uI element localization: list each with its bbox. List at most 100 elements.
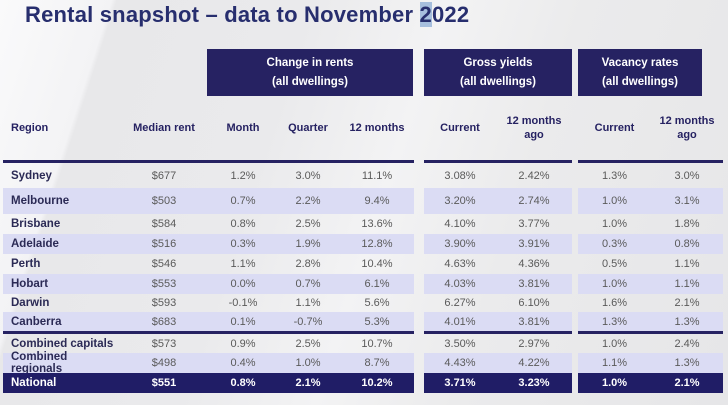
- cell-yield-12mo-ago: 4.36%: [518, 258, 550, 270]
- cell-month-change: 1.2%: [230, 169, 256, 182]
- cell-vacancy-12mo-ago: 2.1%: [651, 373, 723, 393]
- cell-month-change: 0.7%: [210, 188, 276, 214]
- cell-12-months-change: 8.7%: [340, 353, 414, 373]
- table-row: Canberra $683 0.1% -0.7% 5.3% 4.01% 3.81% 1.3% 1…: [3, 312, 723, 331]
- cell-region: Adelaide: [3, 234, 118, 254]
- table-row: Hobart $553 0.0% 0.7% 6.1% 4.03% 3.81% 1.0% 1.1%: [3, 274, 723, 294]
- cell-quarter-change: 1.1%: [295, 297, 321, 309]
- column-gutter: [414, 214, 424, 234]
- cell-region: Sydney: [11, 169, 52, 182]
- table-row: Sydney $677 1.2% 3.0% 11.1% 3.08% 2.42% 1.3% 3.0…: [3, 163, 723, 188]
- cell-quarter-change: 2.1%: [276, 373, 340, 393]
- column-header-month: Month: [210, 96, 276, 163]
- title-text-after: 022: [431, 2, 470, 27]
- column-header-vacancy-12mo-ago: 12 months ago: [651, 96, 723, 163]
- column-header-12-months: 12 months: [340, 96, 414, 163]
- group-header-label: Vacancy rates: [601, 56, 679, 69]
- cell-month-change: 0.3%: [210, 234, 276, 254]
- cell-region: Melbourne: [3, 188, 118, 214]
- cell-yield-current: 4.10%: [444, 218, 476, 230]
- group-header-sublabel: (all dwellings): [601, 75, 679, 88]
- cell-median-rent: $516: [118, 234, 210, 254]
- cell-yield-current: 3.20%: [424, 188, 496, 214]
- column-gutter: [414, 294, 424, 312]
- cell-quarter-change: 1.9%: [276, 234, 340, 254]
- cell-region: National: [3, 373, 118, 393]
- column-gutter: [414, 163, 424, 188]
- cell-yield-12mo-ago: 3.77%: [518, 218, 550, 230]
- cell-vacancy-current: 1.0%: [578, 373, 651, 393]
- cell-12-months-change: 10.4%: [361, 258, 393, 270]
- cell-12-months-change: 10.2%: [340, 373, 414, 393]
- cell-month-change: 1.1%: [230, 258, 256, 270]
- group-header-sublabel: (all dwellings): [459, 75, 537, 88]
- cell-quarter-change: 2.5%: [276, 331, 340, 353]
- cell-region: Brisbane: [11, 218, 61, 230]
- cell-yield-12mo-ago: 2.97%: [496, 331, 572, 353]
- cell-12-months-change: 10.7%: [340, 331, 414, 353]
- cell-quarter-change: 2.5%: [295, 218, 321, 230]
- cell-quarter-change: 1.0%: [276, 353, 340, 373]
- cell-region: Perth: [11, 258, 41, 270]
- group-header-sublabel: (all dwellings): [271, 75, 349, 88]
- cell-12-months-change: 6.1%: [340, 274, 414, 294]
- table-row: Perth $546 1.1% 2.8% 10.4% 4.63% 4.36% 0.5% 1.1%: [3, 254, 723, 274]
- cell-vacancy-12mo-ago: 3.0%: [674, 169, 700, 182]
- cell-month-change: 0.1%: [210, 312, 276, 331]
- cell-yield-current: 3.71%: [424, 373, 496, 393]
- cell-yield-12mo-ago: 3.81%: [496, 312, 572, 331]
- cell-median-rent: $683: [118, 312, 210, 331]
- cell-yield-12mo-ago: 3.91%: [496, 234, 572, 254]
- cell-quarter-change: 3.0%: [295, 169, 321, 182]
- cell-median-rent: $551: [118, 373, 210, 393]
- cell-vacancy-current: 1.0%: [578, 274, 651, 294]
- cell-vacancy-12mo-ago: 2.1%: [674, 297, 700, 309]
- cell-12-months-change: 5.3%: [340, 312, 414, 331]
- cell-vacancy-12mo-ago: 1.3%: [651, 312, 723, 331]
- column-gutter: [414, 312, 424, 331]
- cell-median-rent: $546: [151, 258, 177, 270]
- cell-yield-current: 4.63%: [444, 258, 476, 270]
- cell-vacancy-current: 1.1%: [578, 353, 651, 373]
- cell-12-months-change: 9.4%: [340, 188, 414, 214]
- cell-yield-12mo-ago: 3.23%: [496, 373, 572, 393]
- table-header-row: Region Median rent Month Quarter 12 mont…: [3, 96, 723, 163]
- cell-quarter-change: 2.8%: [295, 258, 321, 270]
- column-header-median-rent: Median rent: [118, 96, 210, 163]
- cell-median-rent: $593: [151, 297, 177, 309]
- table-row: Adelaide $516 0.3% 1.9% 12.8% 3.90% 3.91% 0.3% 0…: [3, 234, 723, 254]
- cell-yield-current: 3.50%: [424, 331, 496, 353]
- column-gutter: [414, 274, 424, 294]
- cell-region: Hobart: [3, 274, 118, 294]
- cell-median-rent: $573: [118, 331, 210, 353]
- cell-median-rent: $498: [118, 353, 210, 373]
- cell-quarter-change: 2.2%: [276, 188, 340, 214]
- cell-vacancy-12mo-ago: 1.1%: [651, 274, 723, 294]
- cell-vacancy-12mo-ago: 2.4%: [651, 331, 723, 353]
- cell-quarter-change: -0.7%: [276, 312, 340, 331]
- cell-yield-12mo-ago: 2.42%: [518, 169, 550, 182]
- column-header-yields-current: Current: [424, 96, 496, 163]
- cell-yield-current: 4.01%: [424, 312, 496, 331]
- cell-median-rent: $677: [151, 169, 177, 182]
- cell-month-change: -0.1%: [228, 297, 258, 309]
- cell-median-rent: $553: [118, 274, 210, 294]
- cell-vacancy-current: 1.3%: [578, 312, 651, 331]
- cell-vacancy-current: 1.0%: [601, 218, 628, 230]
- cell-yield-12mo-ago: 4.22%: [496, 353, 572, 373]
- cell-vacancy-12mo-ago: 1.8%: [674, 218, 700, 230]
- group-header-gross-yields: Gross yields (all dwellings): [424, 49, 572, 96]
- cell-yield-current: 6.27%: [444, 297, 476, 309]
- group-header-label: Gross yields: [463, 56, 533, 69]
- cell-vacancy-12mo-ago: 0.8%: [651, 234, 723, 254]
- column-header-vacancy-current: Current: [578, 96, 651, 163]
- cell-yield-current: 4.03%: [424, 274, 496, 294]
- cell-yield-current: 4.43%: [424, 353, 496, 373]
- cell-vacancy-current: 0.5%: [601, 258, 628, 270]
- cell-month-change: 0.9%: [210, 331, 276, 353]
- group-header-label: Change in rents: [266, 56, 354, 69]
- cell-12-months-change: 11.1%: [361, 169, 393, 182]
- cell-yield-12mo-ago: 2.74%: [496, 188, 572, 214]
- cell-yield-12mo-ago: 6.10%: [518, 297, 550, 309]
- table-row: Combined capitals $573 0.9% 2.5% 10.7% 3.50% 2…: [3, 331, 723, 353]
